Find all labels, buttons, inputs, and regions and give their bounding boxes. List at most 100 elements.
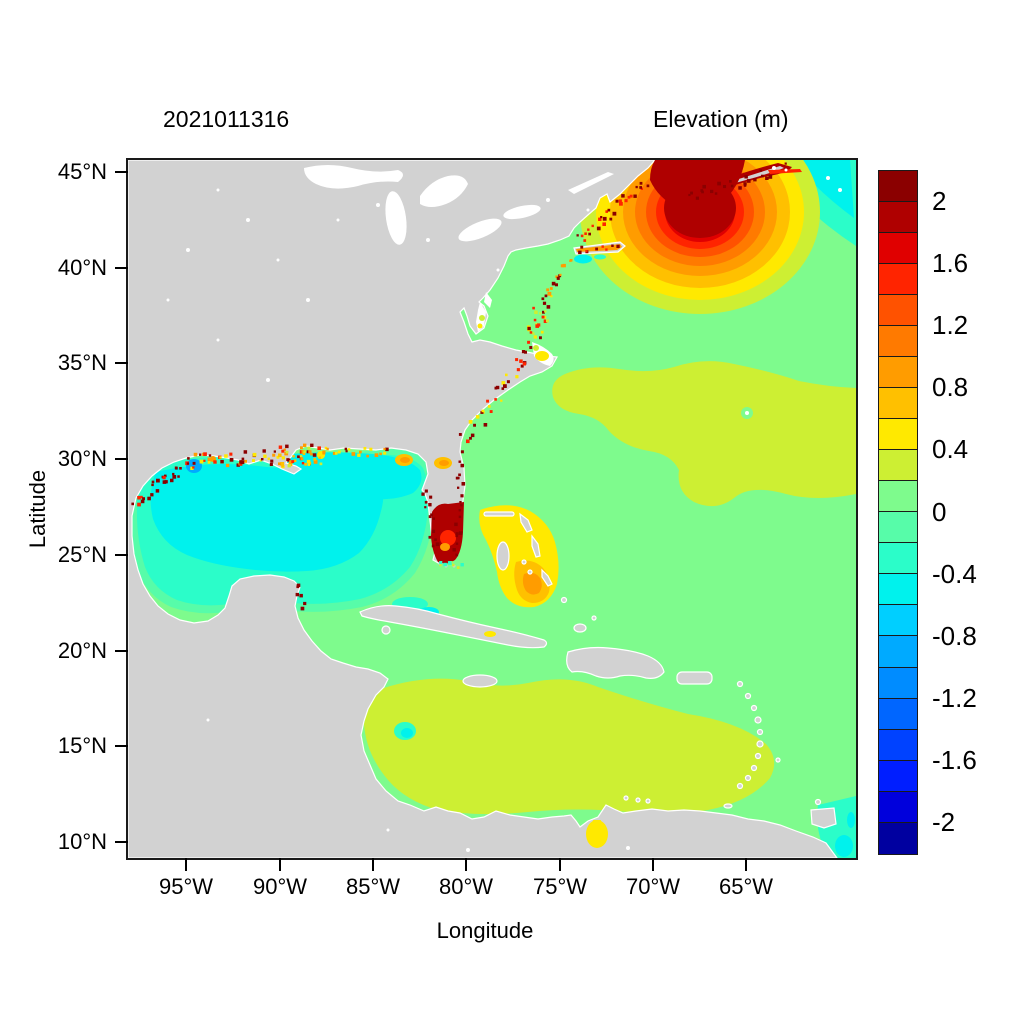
colorbar-cell [879, 295, 917, 327]
coastal-flood-speckle [443, 562, 447, 567]
coastal-flood-speckle [542, 301, 547, 305]
trinidad [810, 807, 837, 829]
coastal-flood-speckle [281, 456, 285, 460]
coastal-flood-speckle [543, 315, 547, 319]
coastal-flood-speckle [524, 350, 527, 354]
coastal-flood-speckle [544, 294, 548, 298]
coastal-flood-speckle [612, 211, 617, 216]
coastal-flood-speckle [162, 480, 167, 484]
coastal-flood-speckle [366, 454, 369, 458]
coastal-flood-speckle [278, 445, 283, 449]
coastal-flood-speckle [544, 310, 547, 313]
coastal-flood-speckle [539, 312, 542, 315]
colorbar-tick-label: 0 [932, 496, 947, 527]
bahamas-crescent [479, 505, 559, 608]
colorbar-tick-label: 0.8 [932, 372, 969, 403]
x-tick-label: 95°W [158, 874, 214, 899]
small-lake-4 [456, 188, 460, 192]
coastal-flood-speckle [723, 185, 727, 189]
cuba-south-yellow [484, 631, 496, 637]
coastal-flood-speckle [226, 463, 230, 468]
crooked-island [560, 596, 568, 604]
eleuthera [531, 534, 541, 558]
coastal-flood-speckle [784, 162, 787, 165]
coastal-flood-speckle [466, 439, 470, 444]
coastal-flood-speckle [710, 189, 714, 194]
coastal-flood-speckle [304, 462, 307, 466]
se-cyan-2 [847, 812, 855, 828]
y-tick-label: 20°N [57, 637, 107, 663]
coastal-flood-speckle [535, 324, 539, 328]
coastal-flood-speckle [208, 454, 212, 457]
small-lake-11 [496, 268, 500, 272]
coastal-flood-speckle [503, 384, 507, 388]
coastal-flood-speckle [179, 467, 182, 470]
coastal-flood-speckle [193, 452, 198, 457]
hispaniola [566, 646, 665, 679]
coastal-flood-speckle [529, 346, 533, 349]
colorbar-cell [879, 264, 917, 296]
coastal-flood-speckle [379, 452, 382, 456]
lesser-antilles-arc [736, 680, 781, 790]
coastal-flood-speckle [743, 184, 747, 187]
coastal-flood-speckle [229, 458, 234, 462]
pamlico-yellowgreen [533, 345, 539, 351]
everglades-red-spot [440, 530, 456, 546]
coastal-flood-speckle [602, 216, 607, 221]
coastal-flood-speckle [460, 504, 463, 507]
coastal-flood-speckle [286, 458, 290, 461]
coastal-flood-speckle [296, 583, 301, 588]
x-tick-label: 65°W [718, 874, 774, 899]
coastal-flood-speckle [306, 459, 311, 464]
long-island-bahamas [541, 568, 553, 587]
coastal-flood-speckle [344, 447, 348, 451]
colorbar-tick-label: -1.6 [932, 744, 977, 775]
coastal-flood-speckle [529, 331, 533, 334]
coastal-flood-speckle [241, 457, 245, 461]
coastal-flood-speckle [301, 462, 305, 465]
coastal-flood-speckle [267, 457, 270, 460]
coastal-flood-speckle [243, 450, 248, 454]
coastal-flood-speckle [759, 169, 763, 172]
coastal-flood-speckle [428, 503, 432, 507]
coastal-flood-speckle [357, 453, 361, 457]
coastal-flood-speckle [542, 310, 545, 314]
x-tick-mark [372, 858, 374, 871]
coastal-flood-speckle [424, 506, 427, 509]
pamlico-yellow [535, 351, 549, 361]
gulf-of-mexico-region [128, 448, 436, 614]
coastal-flood-speckle [151, 480, 155, 484]
coastal-flood-speckle [618, 199, 622, 203]
coastal-flood-speckle [435, 542, 440, 547]
curacao [635, 797, 641, 803]
coastal-flood-speckle [140, 495, 143, 499]
coastal-flood-speckle [424, 489, 428, 493]
coastal-flood-speckle [587, 228, 590, 231]
coastal-flood-speckle [147, 496, 151, 501]
coastal-flood-speckle [533, 335, 537, 339]
coastal-flood-speckle [520, 364, 524, 368]
coastal-flood-speckle [460, 494, 464, 498]
coastal-flood-speckle [289, 460, 293, 464]
coastal-flood-speckle [541, 315, 545, 319]
coastal-flood-speckle [522, 362, 526, 366]
coastal-flood-speckle [635, 185, 638, 189]
coastal-flood-speckle [156, 478, 160, 483]
coastal-flood-speckle [454, 522, 458, 527]
coastal-flood-speckle [432, 517, 435, 520]
coastal-flood-speckle [470, 433, 475, 438]
coastal-flood-speckle [455, 532, 459, 536]
small-lake-8 [246, 218, 250, 222]
colorbar-cell [879, 419, 917, 451]
coastal-speckle-layer [131, 162, 787, 611]
y-tick-label: 10°N [57, 829, 107, 854]
coastal-flood-speckle [495, 385, 500, 390]
small-lake-13 [216, 338, 220, 342]
coastal-flood-speckle [164, 480, 168, 484]
coastal-flood-speckle [540, 330, 544, 334]
coastal-flood-speckle [729, 180, 732, 183]
coastal-flood-speckle [429, 495, 433, 499]
coastal-flood-speckle [203, 459, 206, 462]
coastal-flood-speckle [534, 310, 538, 314]
